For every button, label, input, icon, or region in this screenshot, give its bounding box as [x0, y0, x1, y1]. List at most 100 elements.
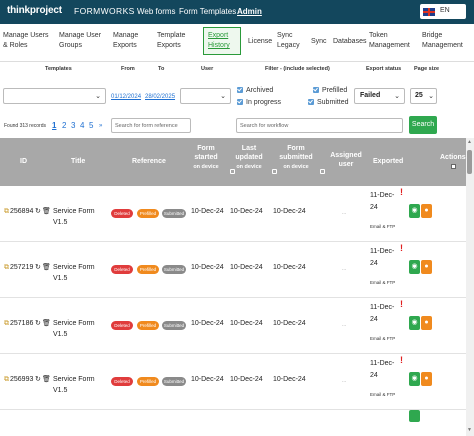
header-form-submitted-label: Form submitted: [279, 145, 313, 161]
templates-select[interactable]: ⌄: [3, 88, 106, 104]
page-5-link[interactable]: 5: [89, 121, 94, 130]
row-export-type: Email & FTP: [370, 224, 396, 229]
delete-icon[interactable]: 🗑: [42, 376, 51, 383]
header-exported[interactable]: Exported: [373, 158, 404, 165]
header-reference[interactable]: Reference: [132, 158, 166, 165]
nav-admin[interactable]: Admin: [237, 7, 262, 16]
nav-form-templates[interactable]: Form Templates: [179, 7, 237, 16]
select-all-checkbox[interactable]: [451, 164, 456, 169]
header-form-submitted[interactable]: Form submitted on device: [275, 144, 317, 172]
delete-icon[interactable]: 🗑: [42, 208, 51, 215]
row-id[interactable]: 257186: [10, 320, 34, 327]
view-button[interactable]: ◉: [409, 316, 420, 330]
sort-icon[interactable]: [272, 169, 277, 174]
view-button[interactable]: ◉: [409, 204, 420, 218]
subnav-manage-users[interactable]: Manage Users & Roles: [3, 32, 49, 49]
link-icon[interactable]: ⧉: [4, 320, 9, 327]
language-selector[interactable]: EN: [420, 4, 466, 19]
subnav-sync[interactable]: Sync: [311, 38, 327, 45]
history-icon[interactable]: ↻: [35, 320, 41, 327]
row-id[interactable]: 256993: [10, 376, 34, 383]
page-1-link[interactable]: 1: [52, 121, 57, 130]
row-exported-date: 11-Dec-: [370, 192, 395, 199]
sort-icon[interactable]: [320, 169, 325, 174]
link-icon[interactable]: ⧉: [4, 208, 9, 215]
prefilled-badge: Prefilled: [137, 265, 159, 274]
subnav-template-exports[interactable]: Template Exports: [157, 32, 186, 49]
link-icon[interactable]: ⧉: [4, 264, 9, 271]
sort-icon[interactable]: [230, 169, 235, 174]
subnav-export-history[interactable]: Export History: [203, 27, 241, 55]
prefilled-badge: Prefilled: [137, 321, 159, 330]
assign-user-button[interactable]: ●: [421, 316, 432, 330]
header-last-updated-sub: on device: [236, 164, 262, 170]
search-button[interactable]: Search: [409, 116, 437, 134]
subnav-token-management[interactable]: Token Management: [369, 32, 410, 49]
next-pages-link[interactable]: »: [99, 123, 103, 129]
history-icon[interactable]: ↻: [35, 264, 41, 271]
assign-user-button[interactable]: ●: [421, 372, 432, 386]
header-id[interactable]: ID: [20, 158, 27, 165]
header-assigned-user[interactable]: Assigned user: [330, 152, 362, 168]
page-2-link[interactable]: 2: [62, 121, 67, 130]
archived-checkbox[interactable]: Archived: [237, 87, 273, 94]
subnav-databases[interactable]: Databases: [333, 38, 367, 45]
brand-logo[interactable]: thinkproject: [7, 5, 62, 16]
submitted-badge: Submitted: [162, 377, 186, 386]
deleted-badge: Deleted: [111, 321, 133, 330]
prefilled-checkbox[interactable]: Prefilled: [313, 87, 347, 94]
page-4-link[interactable]: 4: [80, 121, 85, 130]
chevron-down-icon: ⌄: [394, 93, 400, 100]
delete-icon[interactable]: 🗑: [42, 320, 51, 327]
assign-user-button[interactable]: ●: [421, 260, 432, 274]
nav-web-forms[interactable]: Web forms: [137, 7, 176, 16]
page-size-value: 25: [415, 92, 423, 99]
table-row[interactable]: ⧉ 257186 ↻ 🗑 Service Form V1.5 Deleted P…: [0, 298, 466, 354]
scroll-up-icon[interactable]: ▲: [467, 139, 472, 145]
assign-user-button[interactable]: ●: [421, 204, 432, 218]
header-title[interactable]: Title: [71, 158, 86, 165]
chevron-down-icon: ⌄: [95, 93, 101, 100]
to-date[interactable]: 28/02/2025: [145, 94, 176, 100]
row-id[interactable]: 257219: [10, 264, 34, 271]
export-failed-icon: !: [400, 299, 403, 309]
table-row[interactable]: [0, 410, 466, 436]
submitted-checkbox[interactable]: Submitted: [308, 99, 349, 106]
link-icon[interactable]: ⧉: [4, 376, 9, 383]
in-progress-label: In progress: [246, 99, 282, 106]
table-row[interactable]: ⧉ 257219 ↻ 🗑 Service Form V1.5 Deleted P…: [0, 242, 466, 298]
delete-icon[interactable]: 🗑: [42, 264, 51, 271]
scrollbar-thumb[interactable]: [467, 150, 472, 174]
view-button[interactable]: ◉: [409, 260, 420, 274]
subnav-sync-legacy[interactable]: Sync Legacy: [277, 32, 300, 49]
in-progress-checkbox[interactable]: In progress: [237, 99, 281, 106]
subnav-bridge-management[interactable]: Bridge Management: [422, 32, 463, 49]
header-form-started-label: Form started: [194, 145, 218, 161]
table-scrollbar[interactable]: [466, 138, 474, 436]
deleted-badge: Deleted: [111, 265, 133, 274]
user-select[interactable]: ⌄: [180, 88, 231, 104]
row-title: Service Form: [53, 376, 95, 383]
view-button[interactable]: [409, 410, 420, 422]
header-last-updated[interactable]: Last updated on device: [229, 144, 269, 172]
scroll-down-icon[interactable]: ▼: [467, 427, 472, 433]
table-row[interactable]: ⧉ 256993 ↻ 🗑 Service Form V1.5 Deleted P…: [0, 354, 466, 410]
workflow-search-input[interactable]: Search for workflow: [236, 118, 403, 133]
subnav-manage-exports[interactable]: Manage Exports: [113, 32, 139, 49]
row-id[interactable]: 256894: [10, 208, 34, 215]
history-icon[interactable]: ↻: [35, 208, 41, 215]
export-status-select[interactable]: Failed ⌄: [354, 88, 405, 104]
header-form-started[interactable]: Form started on device: [191, 144, 221, 172]
row-exported-date: 11-Dec-: [370, 360, 395, 367]
subnav-manage-user-groups[interactable]: Manage User Groups: [59, 32, 102, 49]
table-row[interactable]: ⧉ 256894 ↻ 🗑 Service Form V1.5 Deleted P…: [0, 186, 466, 242]
history-icon[interactable]: ↻: [35, 376, 41, 383]
from-date[interactable]: 01/12/2024: [111, 94, 142, 100]
label-to: To: [158, 66, 165, 72]
export-failed-icon: !: [400, 355, 403, 365]
view-button[interactable]: ◉: [409, 372, 420, 386]
form-reference-search-input[interactable]: Search for form reference: [111, 118, 191, 133]
subnav-license[interactable]: License: [248, 38, 273, 45]
page-size-select[interactable]: 25 ⌄: [410, 88, 437, 104]
page-3-link[interactable]: 3: [71, 121, 76, 130]
